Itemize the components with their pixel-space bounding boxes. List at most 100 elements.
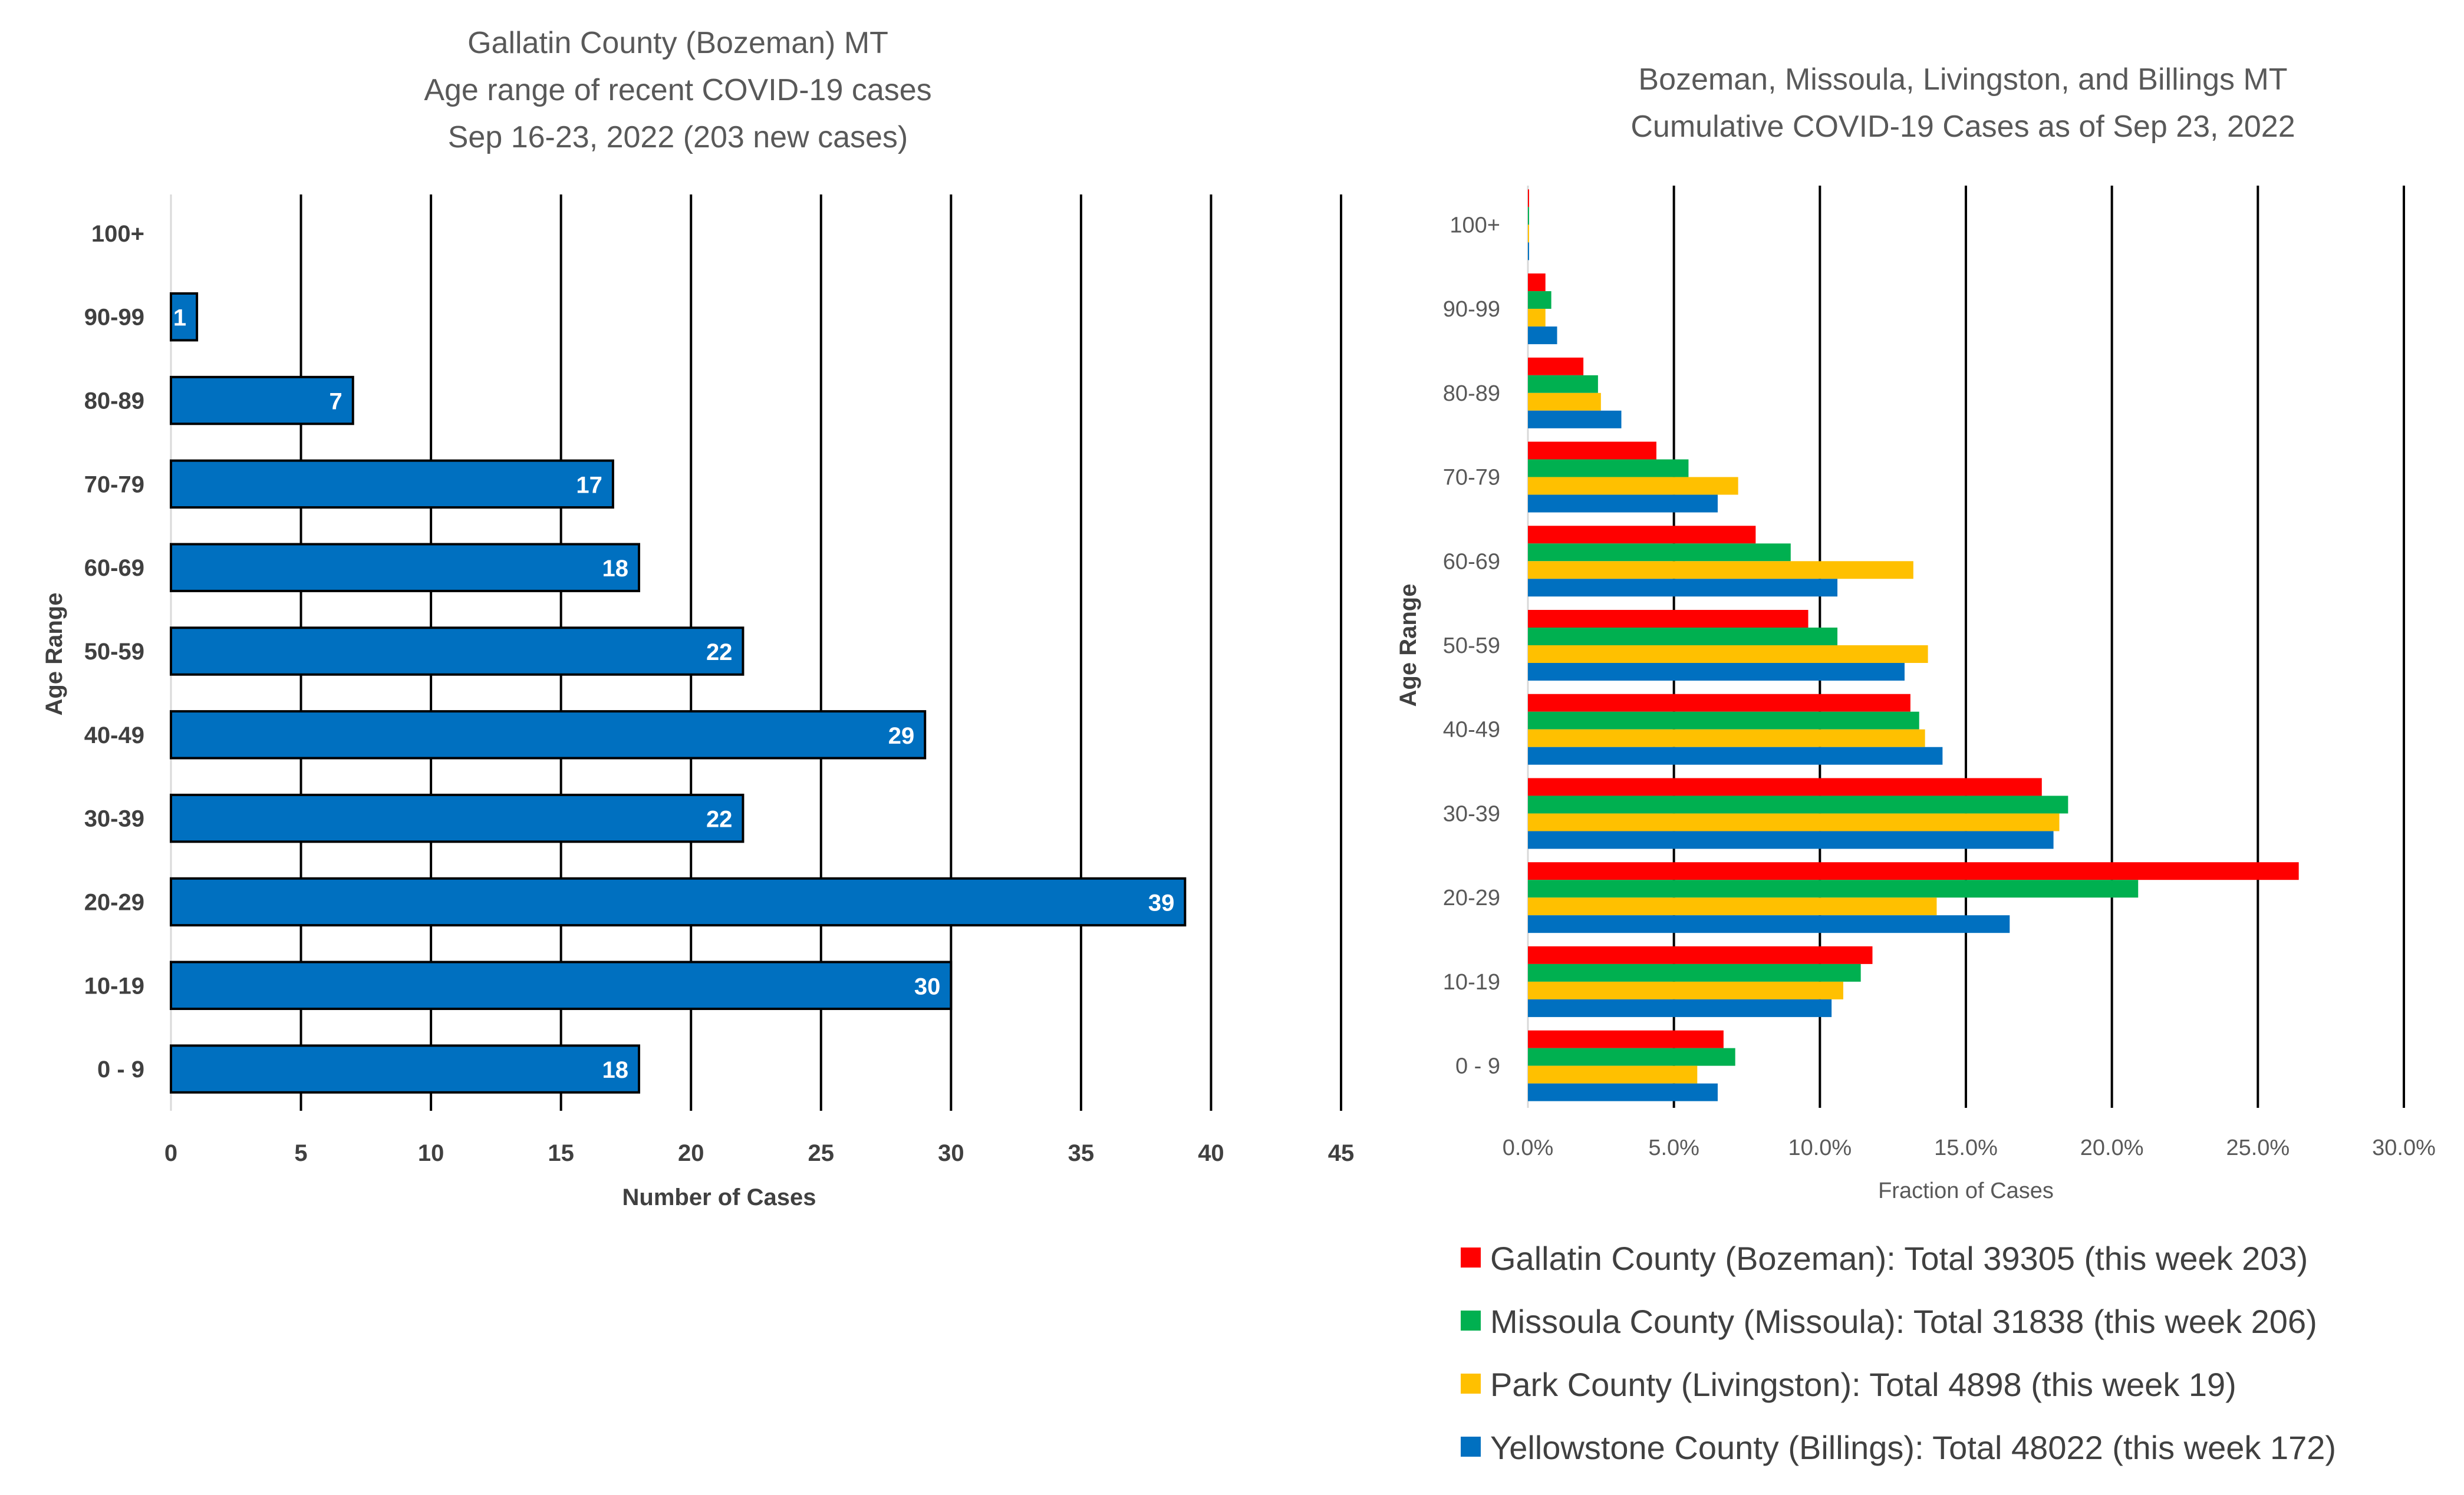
left-chart-title: Gallatin County (Bozeman) MT [467,26,888,60]
left-x-tick-label: 15 [548,1140,574,1166]
left-chart-subtitle-1: Age range of recent COVID-19 cases [424,73,931,107]
right-y-tick-label: 100+ [1450,213,1500,237]
right-x-tick-label: 15.0% [1934,1136,1998,1160]
right-y-tick-label: 70-79 [1443,466,1500,490]
right-bar [1528,375,1598,393]
right-bar [1528,610,1809,628]
right-x-tick-label: 30.0% [2372,1136,2436,1160]
right-y-tick-label: 10-19 [1443,970,1500,995]
right-bar [1528,796,2068,814]
right-x-tick-label: 0.0% [1503,1136,1554,1160]
right-bar [1528,273,1546,292]
right-chart-x-axis-label: Fraction of Cases [1878,1179,2054,1203]
legend-entry: Missoula County (Missoula): Total 31838 … [1490,1303,2317,1340]
left-y-tick-label: 70-79 [84,471,144,497]
right-chart-title-2: Cumulative COVID-19 Cases as of Sep 23, … [1630,110,2295,144]
left-y-tick-label: 100+ [91,221,144,247]
left-bar [170,877,1187,927]
right-bar [1528,946,1873,964]
left-bar [170,543,640,592]
right-bar [1528,410,1622,428]
right-bar [1528,225,1529,243]
right-y-tick-label: 60-69 [1443,549,1500,574]
left-x-tick-label: 0 [164,1140,177,1166]
left-bar-data-label: 18 [602,1057,629,1083]
left-x-tick-label: 20 [678,1140,704,1166]
left-bar [170,626,745,676]
right-bar [1528,747,1943,765]
left-chart: Gallatin County (Bozeman) MT Age range o… [41,26,1354,1210]
right-bar [1528,694,1910,712]
right-x-tick-label: 25.0% [2226,1136,2290,1160]
left-bar [170,375,354,425]
right-bar [1528,459,1689,477]
right-bar [1528,981,1843,999]
legend-entry: Gallatin County (Bozeman): Total 39305 (… [1490,1240,2308,1277]
left-bar [170,710,927,760]
legend-swatch [1461,1374,1481,1394]
right-bar [1528,831,2054,849]
right-bar [1528,357,1584,375]
left-chart-x-axis-label: Number of Cases [622,1184,816,1210]
left-y-tick-label: 30-39 [84,806,144,832]
right-chart-y-axis-label: Age Range [1395,584,1421,707]
right-chart-y-tick-labels: 0 - 9 10-19 20-29 30-39 40-49 50-59 60-69 70-79… [1443,213,1500,1078]
right-bar [1528,1030,1724,1048]
left-bar [170,1044,640,1094]
left-x-tick-label: 25 [808,1140,835,1166]
left-bar [170,961,953,1010]
right-bar [1528,291,1551,309]
right-chart-bars [1528,189,2299,1101]
right-bar [1528,729,1925,747]
left-bar-data-label: 30 [914,973,941,999]
left-bar-data-label: 17 [576,472,602,498]
right-y-tick-label: 40-49 [1443,718,1500,742]
right-bar [1528,645,1928,663]
legend-swatch [1461,1437,1481,1457]
right-y-tick-label: 90-99 [1443,297,1500,322]
left-x-tick-label: 35 [1068,1140,1095,1166]
left-chart-y-axis-label: Age Range [41,593,67,716]
left-chart-bars: 18 30 39 22 29 22 18 17 7 1 [170,292,1187,1094]
right-x-tick-label: 5.0% [1648,1136,1699,1160]
left-y-tick-label: 40-49 [84,722,144,748]
right-bar [1528,1065,1698,1084]
right-bar [1528,778,2042,796]
legend-swatch [1461,1248,1481,1268]
left-bar-data-label: 22 [706,807,733,833]
right-y-tick-label: 30-39 [1443,801,1500,826]
right-bar [1528,1083,1718,1101]
right-bar [1528,477,1738,495]
left-x-tick-label: 45 [1328,1140,1355,1166]
right-bar [1528,813,2060,831]
right-y-tick-label: 80-89 [1443,381,1500,406]
right-chart-legend: Gallatin County (Bozeman): Total 39305 (… [1461,1240,2336,1466]
left-bar-data-label: 29 [888,723,915,749]
left-x-tick-label: 40 [1198,1140,1224,1166]
right-bar [1528,880,2139,898]
left-y-tick-label: 10-19 [84,973,144,999]
right-bar [1528,494,1718,513]
left-chart-subtitle-2: Sep 16-23, 2022 (203 new cases) [448,120,908,154]
right-bar [1528,526,1756,544]
right-bar [1528,862,2299,880]
left-y-tick-label: 0 - 9 [97,1057,144,1083]
left-bar-data-label: 1 [173,305,186,331]
right-bar [1528,189,1529,207]
right-bar [1528,663,1905,681]
left-chart-x-tick-labels: 0 5 10 15 20 25 30 35 40 45 [164,1140,1354,1166]
right-bar [1528,628,1838,645]
right-bar [1528,1048,1735,1066]
right-bar [1528,207,1529,225]
left-bar [170,793,745,843]
left-y-tick-label: 80-89 [84,388,144,414]
right-y-tick-label: 20-29 [1443,886,1500,910]
left-bar-data-label: 18 [602,556,629,582]
right-y-tick-label: 50-59 [1443,633,1500,658]
left-y-tick-label: 60-69 [84,555,144,581]
right-chart: Bozeman, Missoula, Livingston, and Billi… [1395,62,2436,1466]
right-bar [1528,999,1832,1017]
right-bar [1528,963,1861,982]
right-bar [1528,561,1913,579]
